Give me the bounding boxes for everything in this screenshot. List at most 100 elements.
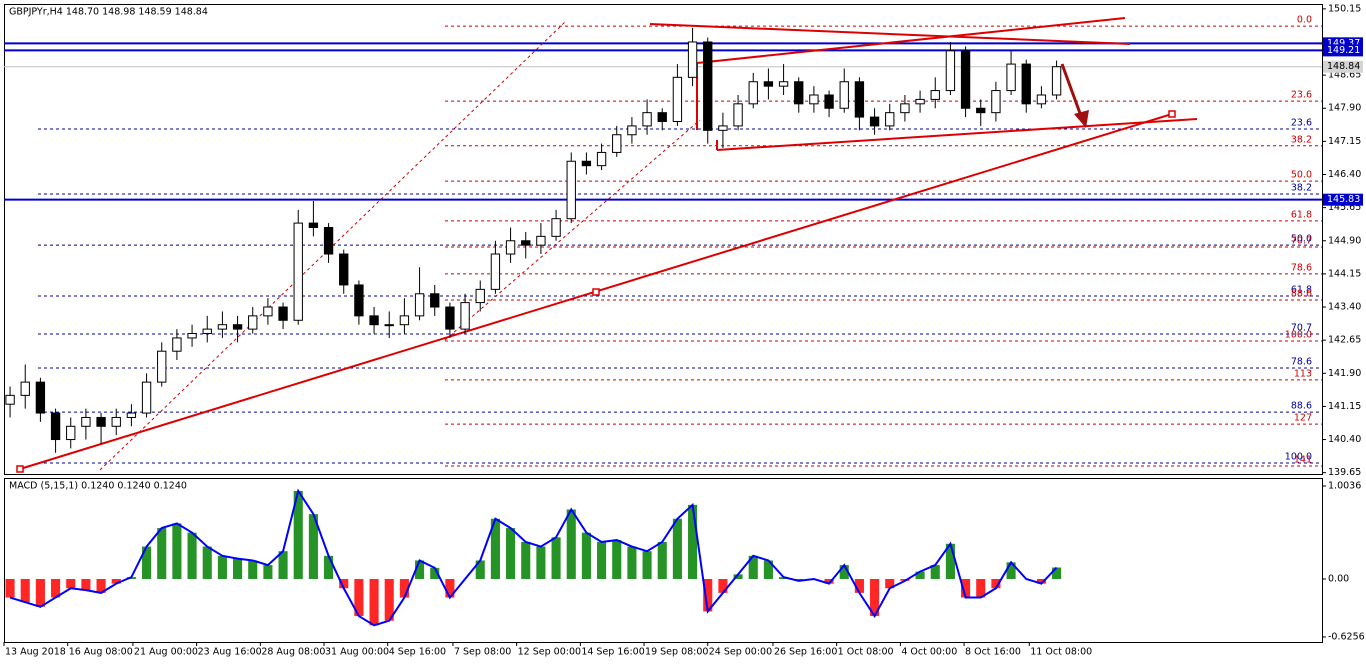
fib-label: 70.7 xyxy=(1291,322,1312,333)
x-tick-label: 19 Sep 08:00 xyxy=(645,647,708,658)
macd-bar xyxy=(81,578,91,591)
x-tick-label: 7 Sep 08:00 xyxy=(454,647,511,658)
candle-body xyxy=(718,125,728,131)
macd-bar xyxy=(627,546,637,579)
candle-body xyxy=(551,218,561,237)
candle-body xyxy=(839,81,849,109)
y-tick-label: 148.65 xyxy=(1328,70,1361,81)
fib-label: 88.6 xyxy=(1291,288,1312,299)
macd-bar xyxy=(142,546,152,579)
anchor xyxy=(592,288,600,296)
candle-body xyxy=(672,76,683,122)
macd-bar xyxy=(233,558,243,579)
macd-bar xyxy=(96,578,106,593)
macd-bar xyxy=(308,514,318,579)
x-tick-label: 14 Sep 16:00 xyxy=(581,647,644,658)
x-tick-label: 28 Aug 08:00 xyxy=(261,647,325,658)
x-tick-label: 4 Oct 00:00 xyxy=(901,647,957,658)
candle-body xyxy=(5,394,15,405)
trend-line xyxy=(649,23,1131,45)
macd-bar xyxy=(930,565,940,579)
macd-bar xyxy=(475,560,485,579)
macd-line xyxy=(9,488,1058,627)
trend-line xyxy=(696,17,1126,64)
fib-label: 100.0 xyxy=(1285,330,1312,341)
fib-label: 0.0 xyxy=(1297,15,1312,26)
y-tick-label: 139.65 xyxy=(1328,467,1361,478)
macd-bar xyxy=(536,546,546,579)
candle-body xyxy=(111,416,121,427)
candle-body xyxy=(141,381,152,414)
macd-bar xyxy=(521,541,531,579)
macd-bar xyxy=(399,578,409,598)
y-tick-label: 144.90 xyxy=(1328,235,1361,246)
fib-label: 113 xyxy=(1294,368,1312,379)
macd-bar xyxy=(1052,567,1062,579)
candle-body xyxy=(642,112,652,127)
candle-body xyxy=(308,222,319,229)
x-tick-label: 24 Sep 00:00 xyxy=(709,647,772,658)
candle-body xyxy=(627,125,637,136)
candle-body xyxy=(399,315,410,326)
candle-body xyxy=(945,50,956,92)
candle-body xyxy=(960,50,971,109)
candle-body xyxy=(763,81,774,87)
x-tick-label: 1 Oct 08:00 xyxy=(838,647,894,658)
arrow-head xyxy=(1074,110,1089,128)
candle-body xyxy=(263,306,273,317)
macd-bar xyxy=(430,567,440,579)
candle-body xyxy=(414,293,425,317)
macd-bar xyxy=(976,578,986,598)
candle-body xyxy=(733,103,743,127)
fib-label: 100.0 xyxy=(1285,451,1312,462)
macd-bar xyxy=(824,578,834,584)
candle-body xyxy=(824,94,834,109)
fib-diagonal xyxy=(444,119,701,341)
macd-bar xyxy=(445,578,455,598)
candle-body xyxy=(50,412,61,441)
macd-bar xyxy=(339,578,349,589)
macd-bar xyxy=(172,523,182,579)
macd-bar xyxy=(581,532,591,579)
candle-body xyxy=(339,253,349,286)
x-tick-label: 31 Aug 00:00 xyxy=(325,647,389,658)
candle-body xyxy=(778,81,789,87)
price-label: 149.21 xyxy=(1327,45,1360,56)
candle-body xyxy=(369,315,379,326)
macd-bar xyxy=(506,528,516,579)
candle-body xyxy=(248,315,258,330)
macd-bar xyxy=(991,578,1001,589)
y-tick-label: 142.65 xyxy=(1328,335,1361,346)
y-tick-label: 140.40 xyxy=(1328,434,1361,445)
macd-panel xyxy=(4,478,1323,643)
price-label-box xyxy=(1323,44,1363,57)
price-label: 148.84 xyxy=(1327,61,1360,72)
y-tick-label: 141.90 xyxy=(1328,368,1361,379)
candle-body xyxy=(323,227,334,255)
x-tick-label: 13 Aug 2018 xyxy=(5,647,66,658)
candle-body xyxy=(354,284,364,317)
fib-label: 50.0 xyxy=(1291,170,1312,181)
macd-bar xyxy=(354,578,364,617)
macd-bar xyxy=(612,540,622,579)
y-tick-label: 143.40 xyxy=(1328,302,1361,313)
candle-body xyxy=(172,337,182,352)
candle-body xyxy=(475,288,485,304)
candle-body xyxy=(687,41,698,78)
candle-body xyxy=(854,81,865,118)
anchor xyxy=(1168,110,1176,118)
x-tick-label: 16 Aug 08:00 xyxy=(69,647,133,658)
candle-body xyxy=(1021,63,1031,105)
macd-bar xyxy=(566,509,576,579)
macd-bar xyxy=(657,541,667,579)
candle-body xyxy=(566,160,576,220)
candle-body xyxy=(703,41,713,131)
macd-bar xyxy=(870,578,880,617)
macd-bar xyxy=(263,565,273,579)
macd-bar xyxy=(5,578,15,598)
price-label-box xyxy=(1323,193,1363,206)
x-tick-label: 26 Sep 16:00 xyxy=(774,647,837,658)
macd-bar xyxy=(490,518,500,579)
